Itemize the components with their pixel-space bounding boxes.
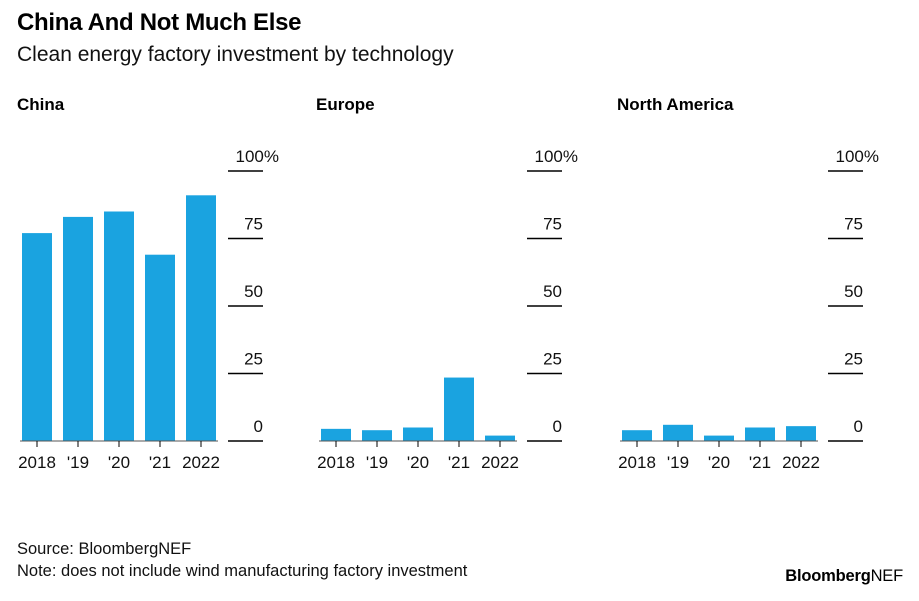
chart-title: China And Not Much Else	[17, 9, 302, 36]
brand-regular: NEF	[870, 567, 904, 585]
y-tick-label: 75	[244, 215, 263, 234]
x-tick-label: 2018	[18, 453, 56, 472]
bar	[786, 426, 816, 441]
y-tick-label: 0	[553, 417, 562, 436]
x-tick-label: '21	[149, 453, 171, 472]
bar	[704, 435, 734, 441]
x-tick-label: 2022	[481, 453, 519, 472]
y-tick-label: 25	[844, 350, 863, 369]
y-tick-label: 25	[244, 350, 263, 369]
panel-title: North America	[617, 95, 734, 114]
x-tick-label: 2022	[782, 453, 820, 472]
bar	[622, 430, 652, 441]
bar	[745, 427, 775, 441]
y-tick-label: 100%	[535, 147, 578, 166]
x-tick-label: 2022	[182, 453, 220, 472]
x-tick-label: '20	[108, 453, 130, 472]
y-tick-label: 0	[854, 417, 863, 436]
bar	[663, 424, 693, 441]
brand-bold: Bloomberg	[785, 567, 871, 585]
x-tick-label: '19	[366, 453, 388, 472]
brand-logo: BloombergNEF	[785, 567, 903, 586]
bar	[485, 435, 515, 441]
panel-title: Europe	[316, 95, 375, 114]
bar	[321, 428, 351, 441]
bar	[403, 427, 433, 441]
bar	[63, 216, 93, 441]
x-tick-label: '21	[448, 453, 470, 472]
x-tick-label: 2018	[317, 453, 355, 472]
y-tick-label: 50	[543, 282, 562, 301]
x-tick-label: '20	[407, 453, 429, 472]
y-tick-label: 100%	[836, 147, 879, 166]
y-tick-label: 75	[543, 215, 562, 234]
y-tick-label: 75	[844, 215, 863, 234]
source-note: Source: BloombergNEF	[17, 540, 192, 558]
footer-notes: Source: BloombergNEF Note: does not incl…	[17, 538, 467, 582]
x-tick-label: '19	[667, 453, 689, 472]
x-tick-label: '19	[67, 453, 89, 472]
bar	[186, 195, 216, 441]
chart-subtitle: Clean energy factory investment by techn…	[17, 43, 454, 66]
panel-title: China	[17, 95, 65, 114]
x-tick-label: 2018	[618, 453, 656, 472]
bar	[104, 211, 134, 441]
bar	[22, 233, 52, 441]
y-tick-label: 25	[543, 350, 562, 369]
methodology-note: Note: does not include wind manufacturin…	[17, 562, 468, 580]
x-tick-label: '20	[708, 453, 730, 472]
bar	[444, 377, 474, 441]
bar	[362, 430, 392, 441]
bar	[145, 254, 175, 441]
y-tick-label: 100%	[236, 147, 279, 166]
y-tick-label: 0	[254, 417, 263, 436]
y-tick-label: 50	[844, 282, 863, 301]
x-tick-label: '21	[749, 453, 771, 472]
y-tick-label: 50	[244, 282, 263, 301]
